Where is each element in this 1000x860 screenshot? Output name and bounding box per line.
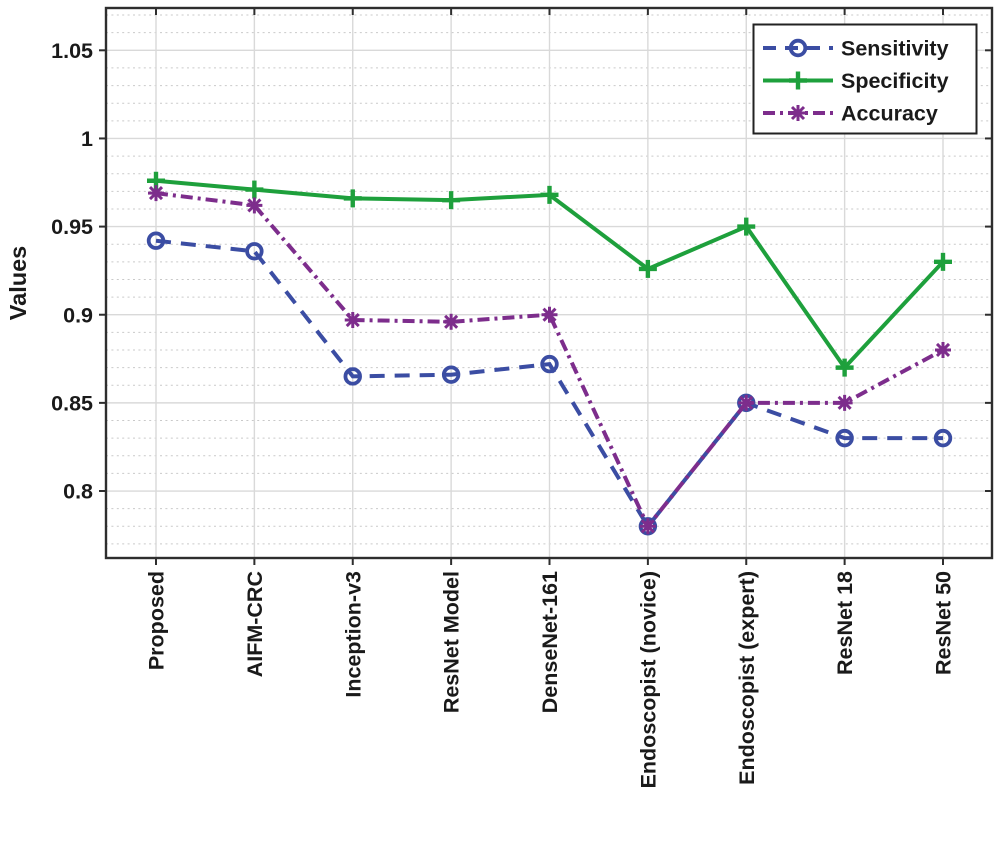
marker-asterisk <box>790 105 806 121</box>
marker-circle <box>245 242 264 261</box>
marker-circle <box>540 354 559 374</box>
y-tick-label: 1.05 <box>51 39 93 63</box>
marker-circle <box>343 367 362 386</box>
x-tick-label: Proposed <box>145 571 169 670</box>
y-tick-label: 0.85 <box>51 391 93 415</box>
legend-label: Accuracy <box>841 102 938 126</box>
series-line-accuracy <box>155 191 944 531</box>
series-layer <box>146 171 953 536</box>
y-axis-title: Values <box>5 246 31 320</box>
x-tick-label: DenseNet-161 <box>538 571 562 713</box>
x-tick-label: Endoscopist (novice) <box>636 571 660 788</box>
marker-asterisk <box>444 314 459 329</box>
x-tick-label: AIFM-CRC <box>243 571 267 677</box>
axes-layer <box>99 6 994 565</box>
marker-circle <box>788 38 808 58</box>
series-accuracy <box>148 185 951 535</box>
legend-label: Sensitivity <box>841 37 949 61</box>
marker-circle <box>835 428 854 448</box>
marker-asterisk <box>739 395 754 410</box>
legend: Sensitivity Specificity Accuracy <box>752 23 978 135</box>
marker-asterisk <box>542 307 557 322</box>
y-tick-label: 0.95 <box>51 215 93 239</box>
marker-asterisk <box>935 342 951 358</box>
marker-asterisk <box>640 519 655 534</box>
labels-layer: Values 0.8 0.85 0.9 0.95 1 1.05 Proposed AIFM-C… <box>5 39 956 789</box>
x-tick-label: ResNet 18 <box>833 571 857 675</box>
legend-item-specificity: Specificity <box>763 69 949 93</box>
x-tick-label: Endoscopist (expert) <box>735 571 759 785</box>
marker-circle <box>933 428 953 448</box>
x-tick-label: ResNet 50 <box>932 571 956 675</box>
y-tick-label: 0.9 <box>63 303 93 327</box>
x-tick-label: ResNet Model <box>440 571 464 713</box>
marker-asterisk <box>247 198 262 213</box>
series-specificity <box>147 171 952 377</box>
legend-item-accuracy: Accuracy <box>763 102 938 126</box>
x-tick-label: Inception-v3 <box>341 571 365 698</box>
y-tick-label: 1 <box>81 127 93 151</box>
y-tick-label: 0.8 <box>63 480 93 504</box>
legend-label: Specificity <box>841 69 949 93</box>
marker-circle <box>146 231 166 250</box>
marker-asterisk <box>345 312 360 328</box>
marker-asterisk <box>837 395 852 410</box>
marker-circle <box>441 365 461 384</box>
series-line-sensitivity <box>155 238 943 530</box>
legend-item-sensitivity: Sensitivity <box>763 37 949 61</box>
marker-asterisk <box>148 186 164 201</box>
